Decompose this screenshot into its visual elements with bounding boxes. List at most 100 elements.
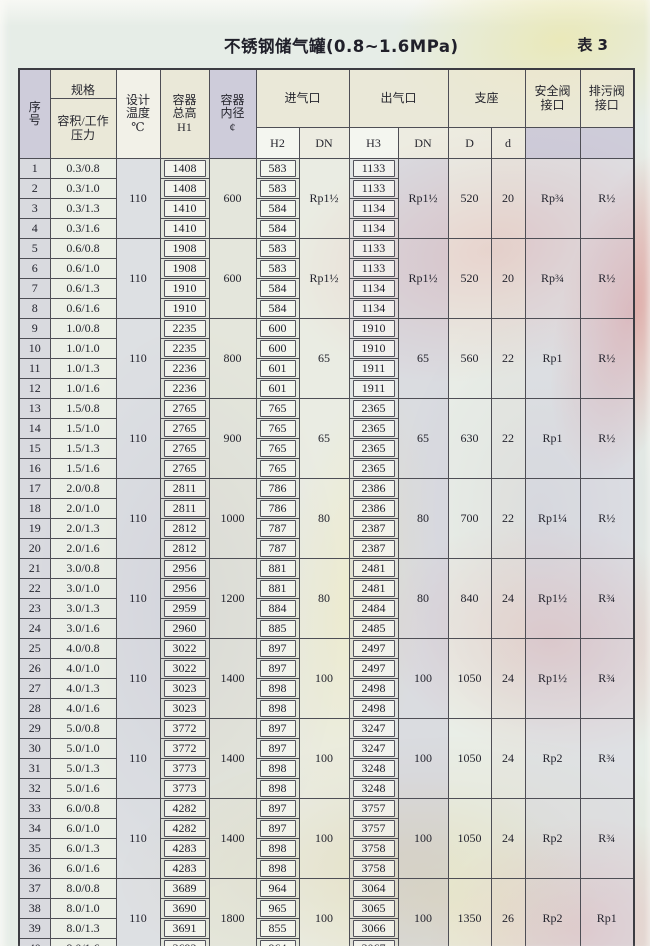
cell-h1: 1408 <box>159 178 210 200</box>
col-header-spec-sub: 容积/工作 压力 <box>57 114 109 142</box>
cell-safety-valve: Rp1½ <box>524 638 581 720</box>
cell-h2-box: 881 <box>259 580 296 598</box>
cell-h2-box: 600 <box>259 320 296 338</box>
cell-spec: 1.5/0.8 <box>49 398 117 420</box>
cell-h3-box: 2497 <box>352 660 395 678</box>
cell-safety-valve: Rp1½ <box>524 558 581 640</box>
cell-serial: 36 <box>18 858 51 880</box>
col-header-h2: H2 <box>255 127 300 160</box>
cell-h2-box: 897 <box>259 820 296 838</box>
cell-h2: 765 <box>255 418 300 440</box>
cell-inner-dia: 600 <box>208 158 257 240</box>
cell-dn-outlet: 100 <box>397 638 449 720</box>
spec-table-body: 1 0.3/0.8 110 1408 600 583 Rp1½ 1133 Rp1½ 520 20 Rp… <box>18 158 635 946</box>
cell-h1: 3692 <box>159 938 210 946</box>
cell-h3: 2387 <box>348 518 399 540</box>
cell-drain-valve: R½ <box>579 238 635 320</box>
cell-h3: 3758 <box>348 858 399 880</box>
cell-h3-box: 1133 <box>352 260 395 278</box>
cell-spec: 5.0/1.0 <box>49 738 117 760</box>
cell-drain-valve: R½ <box>579 158 635 240</box>
cell-h2: 884 <box>255 598 300 620</box>
cell-h3: 3758 <box>348 838 399 860</box>
cell-h2-box: 855 <box>259 920 296 938</box>
header-row-top: 序 号 规格 容积/工作 压力 设计 温度 ℃ 容器 总高 H1 容器 内径 ¢… <box>18 68 635 160</box>
cell-h2-box: 898 <box>259 780 296 798</box>
cell-h3-box: 3758 <box>352 860 395 878</box>
cell-serial: 14 <box>18 418 51 440</box>
cell-spec: 1.5/1.0 <box>49 418 117 440</box>
cell-h3: 3757 <box>348 798 399 820</box>
cell-h3-box: 1910 <box>352 320 395 338</box>
cell-h2-box: 897 <box>259 800 296 818</box>
cell-h1-box: 2956 <box>163 580 206 598</box>
cell-h3: 2386 <box>348 478 399 500</box>
table-header: 序 号 规格 容积/工作 压力 设计 温度 ℃ 容器 总高 H1 容器 内径 ¢… <box>18 68 635 160</box>
cell-spec: 0.6/1.6 <box>49 298 117 320</box>
cell-drain-valve: Rp1 <box>579 878 635 946</box>
cell-h2-box: 964 <box>259 940 296 946</box>
cell-spec: 1.0/1.6 <box>49 378 117 400</box>
cell-dn-inlet: 100 <box>298 798 350 880</box>
title-row: 不锈钢储气罐(0.8~1.6MPa) 表 3 <box>0 33 650 59</box>
cell-h3: 1911 <box>348 358 399 380</box>
cell-drain-valve: R¾ <box>579 798 635 880</box>
cell-dn-outlet: 100 <box>397 798 449 880</box>
table-row: 9 1.0/0.8 110 2235 800 600 65 1910 65 560 22 Rp1 R½ <box>18 318 635 400</box>
cell-h2: 584 <box>255 278 300 300</box>
cell-h2: 584 <box>255 218 300 240</box>
cell-serial: 11 <box>18 358 51 380</box>
page-edge-highlight <box>0 0 650 26</box>
cell-h1-box: 2812 <box>163 520 206 538</box>
cell-support-D: 1350 <box>447 878 492 946</box>
cell-h2: 897 <box>255 638 300 660</box>
cell-h1-box: 2765 <box>163 420 206 438</box>
cell-spec: 1.5/1.3 <box>49 438 117 460</box>
cell-h1: 3022 <box>159 638 210 660</box>
cell-h1-box: 3772 <box>163 740 206 758</box>
cell-h1: 2765 <box>159 458 210 480</box>
cell-dn-inlet: 80 <box>298 478 350 560</box>
cell-spec: 8.0/1.0 <box>49 898 117 920</box>
cell-design-temp: 110 <box>115 798 161 880</box>
cell-h1: 3691 <box>159 918 210 940</box>
cell-spec: 3.0/1.0 <box>49 578 117 600</box>
table-row: 21 3.0/0.8 110 2956 1200 881 80 2481 80 840 24 Rp1½… <box>18 558 635 640</box>
cell-spec: 6.0/1.0 <box>49 818 117 840</box>
cell-h1-box: 3773 <box>163 780 206 798</box>
cell-h2-box: 964 <box>259 880 296 898</box>
cell-h2-box: 600 <box>259 340 296 358</box>
cell-h1-box: 2811 <box>163 500 206 518</box>
col-header-design-temp: 设计 温度 ℃ <box>115 68 161 160</box>
cell-h2: 787 <box>255 538 300 560</box>
cell-dn-inlet: 100 <box>298 718 350 800</box>
cell-h1-box: 3689 <box>163 880 206 898</box>
cell-h2: 583 <box>255 258 300 280</box>
table-row: 13 1.5/0.8 110 2765 900 765 65 2365 65 630 22 Rp1 R½ <box>18 398 635 480</box>
cell-h3-box: 3758 <box>352 840 395 858</box>
cell-design-temp: 110 <box>115 238 161 320</box>
cell-h2-box: 898 <box>259 860 296 878</box>
cell-h1: 2235 <box>159 338 210 360</box>
cell-serial: 10 <box>18 338 51 360</box>
cell-spec: 0.3/1.3 <box>49 198 117 220</box>
cell-h2: 765 <box>255 398 300 420</box>
cell-support-D: 520 <box>447 238 492 320</box>
cell-serial: 24 <box>18 618 51 640</box>
cell-h1: 3022 <box>159 658 210 680</box>
cell-h3-box: 3067 <box>352 940 395 946</box>
cell-drain-valve: R¾ <box>579 558 635 640</box>
cell-h1-box: 3772 <box>163 720 206 738</box>
cell-spec: 4.0/1.3 <box>49 678 117 700</box>
cell-spec: 4.0/1.0 <box>49 658 117 680</box>
cell-spec: 4.0/1.6 <box>49 698 117 720</box>
cell-h3-box: 2497 <box>352 640 395 658</box>
cell-spec: 2.0/1.3 <box>49 518 117 540</box>
cell-h1: 2811 <box>159 478 210 500</box>
cell-spec: 5.0/1.6 <box>49 778 117 800</box>
cell-h3-box: 2387 <box>352 520 395 538</box>
cell-serial: 1 <box>18 158 51 180</box>
cell-dn-outlet: Rp1½ <box>397 238 449 320</box>
cell-h2: 965 <box>255 898 300 920</box>
